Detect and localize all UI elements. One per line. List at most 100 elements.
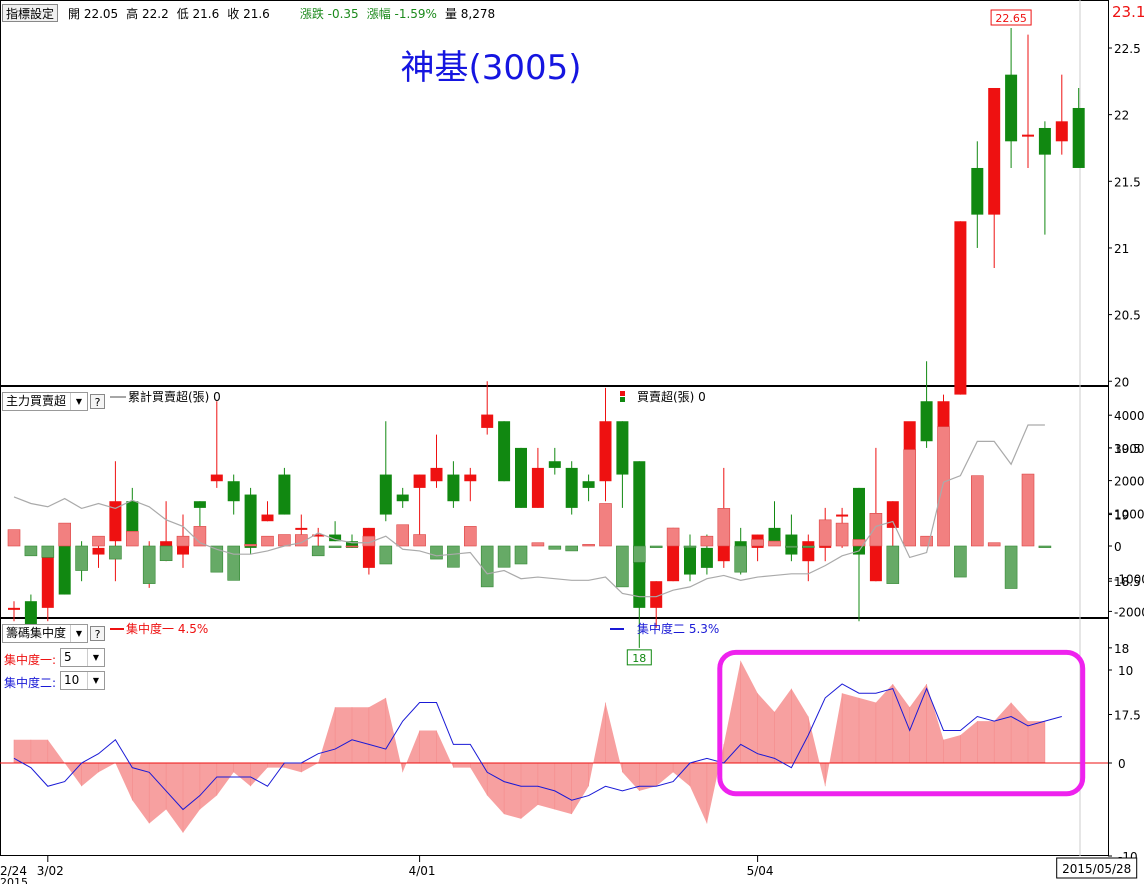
- main-force-bar: [480, 545, 494, 588]
- main-force-bar: [396, 524, 410, 547]
- chevron-down-icon: ▼: [87, 649, 104, 666]
- main-force-bar: [970, 475, 984, 547]
- main-force-bar: [717, 508, 731, 547]
- concentration2-line: [13, 683, 1062, 811]
- price-tick-label: 20.5: [1114, 309, 1141, 323]
- net-legend-up: [620, 391, 625, 396]
- main-force-bar: [751, 539, 764, 547]
- main-force-tick-label: 4000: [1114, 409, 1144, 423]
- main-force-bar: [869, 512, 883, 547]
- candle-body: [1038, 127, 1051, 155]
- main-force-bar: [244, 544, 257, 547]
- main-force-bar: [937, 426, 950, 547]
- main-force-dropdown-label: 主力買賣超: [6, 394, 67, 408]
- candle-body: [616, 421, 629, 475]
- concentration-tick-label: 0: [1118, 757, 1126, 771]
- main-force-bar: [447, 545, 460, 568]
- main-force-bar: [666, 527, 680, 547]
- candle-body: [210, 474, 223, 482]
- cumulative-line: [13, 424, 1045, 598]
- main-force-bar: [24, 545, 38, 557]
- main-force-bar: [1021, 473, 1035, 547]
- main-force-tick-label: 2000: [1114, 475, 1144, 489]
- candle-body: [295, 527, 308, 530]
- candle-body: [227, 481, 240, 502]
- candle-body: [802, 541, 815, 562]
- main-force-bar: [328, 545, 342, 548]
- main-force-bar: [565, 545, 579, 552]
- chevron-down-icon: ▼: [87, 672, 104, 689]
- candle-body: [430, 467, 443, 482]
- main-force-bar: [818, 519, 832, 547]
- candle-body: [92, 547, 105, 555]
- chevron-down-icon: ▼: [70, 625, 87, 642]
- max-marker-box: [990, 9, 1032, 26]
- main-force-bar: [886, 545, 900, 584]
- candle-body: [853, 487, 865, 555]
- price-tick-label: 18: [1114, 642, 1129, 656]
- main-force-bar: [41, 545, 55, 558]
- candle-body: [278, 474, 291, 515]
- candle-body: [836, 514, 849, 517]
- main-force-bar: [126, 530, 139, 547]
- main-force-bar: [785, 545, 798, 548]
- x-tick-label: 5/04: [747, 864, 774, 878]
- main-force-bar: [987, 542, 1001, 547]
- main-force-bar: [954, 545, 967, 578]
- candle-body: [582, 481, 595, 488]
- price-panel-frame: [0, 0, 1109, 386]
- candle-body: [498, 421, 511, 482]
- quote-0: 開 22.05: [68, 7, 119, 21]
- quote-6: 量 8,278: [444, 7, 496, 21]
- main-force-bar: [278, 534, 291, 547]
- help-icon[interactable]: ?: [90, 626, 105, 641]
- candle-body: [244, 494, 257, 548]
- main-force-bar: [345, 545, 359, 548]
- concentration-dropdown[interactable]: 籌碼集中度 ▼: [2, 624, 88, 643]
- candle-body: [920, 401, 933, 442]
- candle-body: [481, 414, 494, 428]
- candle-body: [650, 581, 663, 608]
- quote-2: 低 21.6: [176, 7, 220, 21]
- param1-select[interactable]: 5 ▼: [60, 648, 105, 667]
- main-force-tick-label: 3000: [1114, 442, 1144, 456]
- candle-body: [667, 541, 680, 582]
- main-force-bar: [1004, 545, 1018, 589]
- price-tick-label: 22.5: [1114, 42, 1141, 56]
- main-force-bar: [109, 545, 122, 560]
- price-tick-label: 19.5: [1114, 442, 1141, 456]
- candle-body: [886, 501, 899, 528]
- candle-body: [565, 467, 578, 508]
- main-force-bar: [801, 545, 815, 548]
- main-force-bar: [835, 522, 849, 547]
- help-icon[interactable]: ?: [90, 394, 105, 409]
- quote-bar: 開 22.05 高 22.2 低 21.6 收 21.6 漲跌 -0.35 漲幅 -1.5…: [68, 5, 503, 22]
- candle-body: [1005, 74, 1018, 142]
- price-tick-label: 18.5: [1114, 575, 1141, 589]
- quote-4: 漲跌 -0.35: [299, 7, 359, 21]
- price-tick-label: 17.5: [1114, 709, 1141, 723]
- candle-body: [548, 461, 561, 468]
- candle-body: [362, 527, 375, 568]
- param2-select[interactable]: 10 ▼: [60, 671, 105, 690]
- main-force-bar: [430, 545, 443, 560]
- main-force-dropdown[interactable]: 主力買賣超 ▼: [2, 392, 88, 411]
- candle-body: [785, 534, 798, 555]
- quote-3: 收 21.6: [227, 7, 270, 21]
- candle-body: [954, 221, 967, 395]
- highlight-box: [717, 649, 1086, 797]
- main-force-bar: [227, 545, 240, 581]
- chart-title: 神基(3005): [382, 45, 600, 91]
- price-top-label: 23.1: [1112, 3, 1144, 21]
- quote-1: 高 22.2: [126, 7, 169, 21]
- main-force-bar: [903, 449, 917, 547]
- main-force-bar: [1038, 545, 1052, 548]
- candle-body: [988, 87, 1001, 215]
- main-force-bar: [649, 545, 663, 548]
- main-force-bar: [294, 534, 308, 547]
- concentration1-area: [14, 660, 1045, 833]
- indicator-settings-button[interactable]: 指標設定: [2, 4, 59, 22]
- price-tick-label: 21.5: [1114, 175, 1141, 189]
- main-force-tick-label: -1000: [1114, 573, 1144, 587]
- main-force-bar: [599, 503, 612, 547]
